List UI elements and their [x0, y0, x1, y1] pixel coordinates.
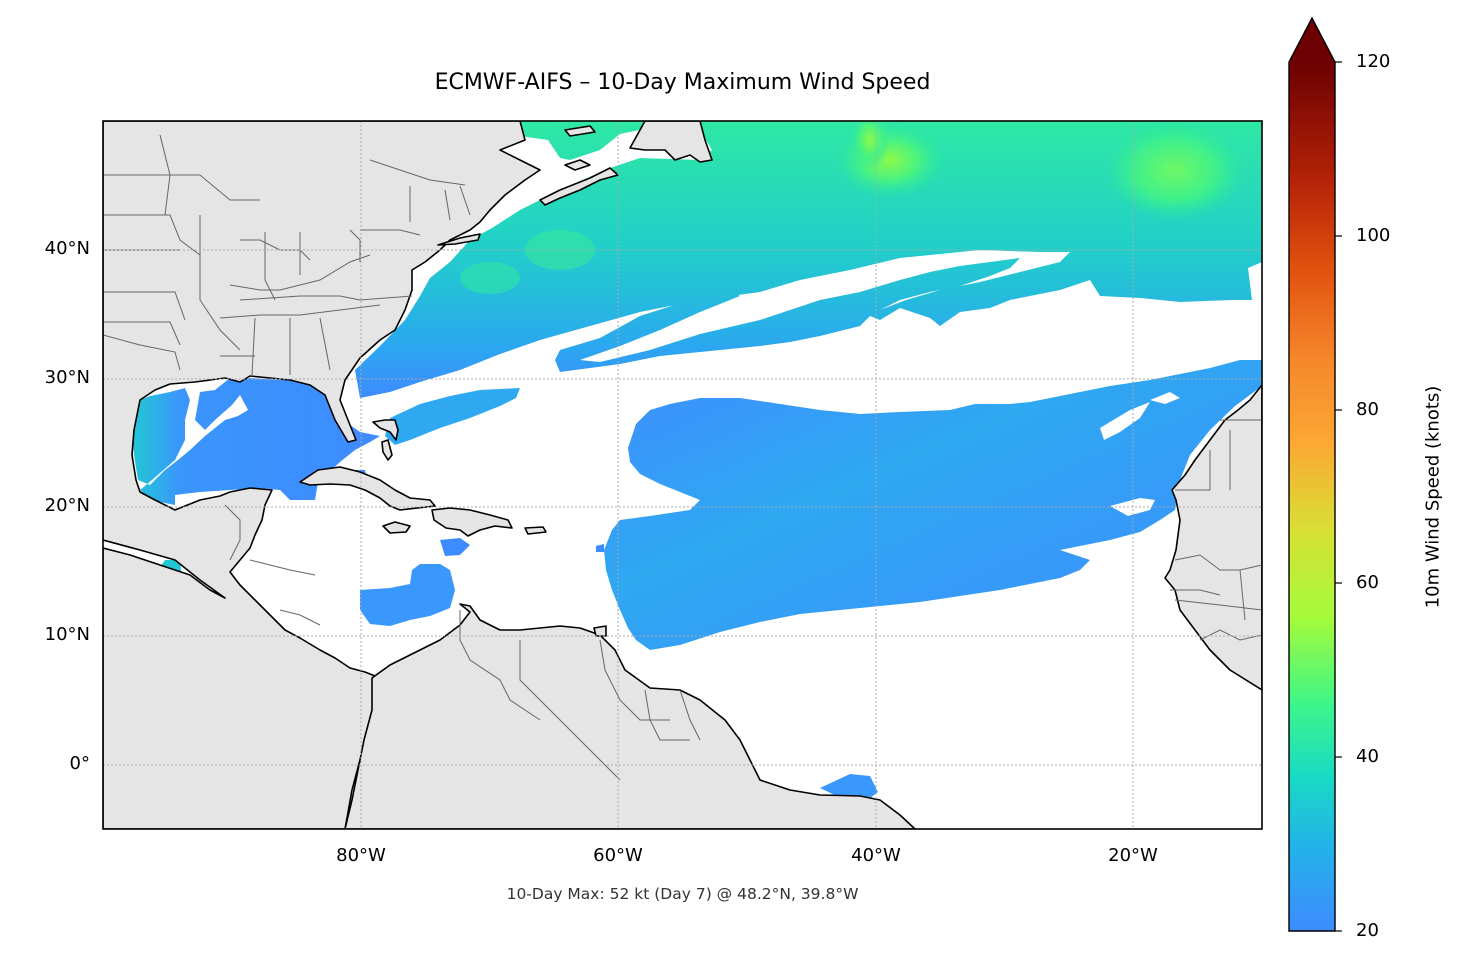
colorbar-ticks	[1335, 61, 1342, 932]
wind-field-trade-winds	[596, 360, 1262, 650]
pei-land	[564, 159, 591, 171]
colorbar	[1288, 16, 1342, 932]
chart-title: ECMWF-AIFS – 10-Day Maximum Wind Speed	[434, 70, 931, 95]
south-america-land	[344, 603, 916, 829]
lon-label-60w: 60°W	[593, 845, 643, 866]
puerto-rico-land	[524, 526, 547, 535]
colorbar-tick-120: 120	[1356, 51, 1391, 72]
lon-label-20w: 20°W	[1108, 845, 1158, 866]
anticosti-land	[564, 125, 596, 137]
lat-label-20n: 20°N	[44, 495, 90, 516]
long-island-land	[437, 233, 481, 246]
wind-field-bahamas-band	[385, 388, 520, 445]
lat-label-equator: 0°	[69, 753, 90, 774]
jamaica-land	[382, 521, 411, 534]
lon-label-40w: 40°W	[851, 845, 901, 866]
bahamas-land-2	[381, 439, 393, 461]
lon-label-80w: 80°W	[336, 845, 386, 866]
hispaniola-land	[431, 507, 513, 537]
bahamas-land	[372, 419, 399, 441]
colorbar-gradient	[1289, 62, 1335, 931]
colorbar-extend-arrow	[1289, 18, 1335, 62]
colorbar-tick-100: 100	[1356, 225, 1391, 246]
nova-scotia-land	[539, 167, 619, 206]
map-frame	[102, 120, 1263, 830]
trinidad-land	[593, 625, 607, 637]
colorbar-tick-60: 60	[1356, 572, 1379, 593]
lat-label-30n: 30°N	[44, 367, 90, 388]
land	[103, 121, 1262, 829]
max-wind-annotation: 10-Day Max: 52 kt (Day 7) @ 48.2°N, 39.8…	[506, 885, 859, 903]
lat-label-10n: 10°N	[44, 624, 90, 645]
colorbar-tick-20: 20	[1356, 920, 1379, 941]
lat-label-40n: 40°N	[44, 238, 90, 259]
africa-land	[1164, 384, 1262, 691]
map-content	[103, 121, 1262, 829]
colorbar-tick-80: 80	[1356, 399, 1379, 420]
cuba-land	[299, 466, 436, 511]
gridlines	[103, 121, 1262, 829]
borders	[103, 121, 1262, 781]
colorbar-tick-40: 40	[1356, 746, 1379, 767]
colorbar-label: 10m Wind Speed (knots)	[1422, 385, 1444, 609]
newfoundland-land	[629, 121, 713, 163]
